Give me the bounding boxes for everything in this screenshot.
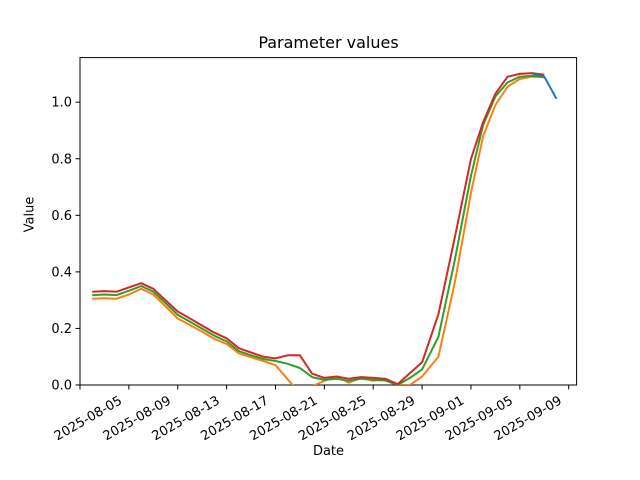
- plot-border: [79, 57, 578, 386]
- y-tick-label: 0.0: [51, 379, 72, 394]
- x-axis-label: Date: [312, 444, 345, 459]
- series-group: [92, 72, 558, 385]
- y-tick-label: 0.2: [51, 322, 72, 337]
- y-tick-label: 0.4: [51, 265, 72, 280]
- series-blue-line: [531, 72, 558, 100]
- series-green-line: [92, 74, 545, 385]
- y-tick-label: 1.0: [51, 96, 72, 111]
- chart-title: Parameter values: [258, 33, 399, 52]
- y-tick-label: 0.6: [51, 209, 72, 224]
- y-tick-label: 0.8: [51, 152, 72, 167]
- y-axis-label: Value: [22, 196, 38, 233]
- series-red-line: [92, 72, 545, 385]
- series-orange-line: [92, 75, 545, 385]
